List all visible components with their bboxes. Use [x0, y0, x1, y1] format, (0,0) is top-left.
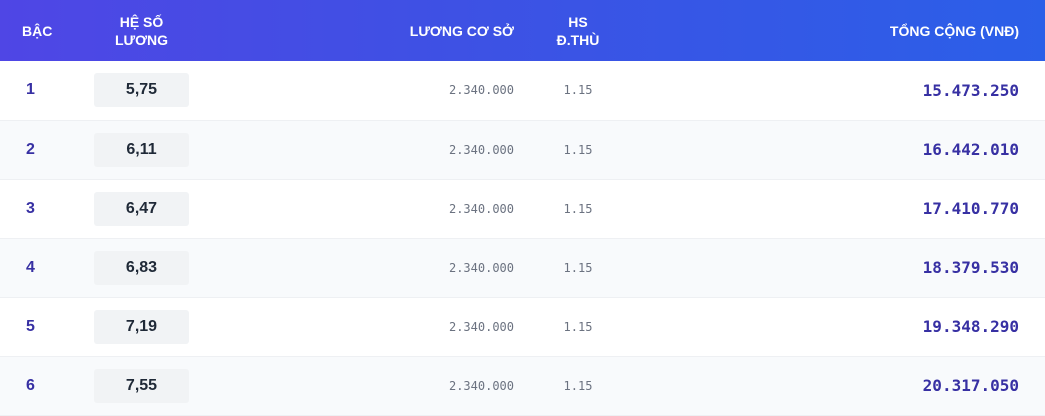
table-row: 3 6,47 2.340.000 1.15 17.410.770 [0, 179, 1045, 238]
header-coefficient-line1: HỆ SỐ [119, 13, 164, 30]
table-header: BẬC HỆ SỐ LƯƠNG LƯƠNG CƠ SỞ HS Đ.THÙ TỔN… [0, 0, 1045, 61]
special-coefficient-cell: 1.15 [563, 142, 593, 157]
total-cell: 19.348.290 [922, 317, 1019, 336]
special-coefficient-cell: 1.15 [563, 260, 593, 275]
base-salary-cell: 2.340.000 [448, 378, 514, 393]
level-cell: 1 [26, 81, 35, 99]
header-total: TỔNG CỘNG (VNĐ) [889, 22, 1019, 39]
special-coefficient-cell: 1.15 [563, 83, 593, 98]
level-cell: 5 [26, 317, 35, 335]
coefficient-value: 5,75 [94, 73, 189, 108]
base-salary-cell: 2.340.000 [448, 260, 514, 275]
total-cell: 16.442.010 [922, 140, 1019, 159]
level-cell: 6 [26, 376, 35, 394]
base-salary-cell: 2.340.000 [448, 142, 514, 157]
table-row: 2 6,11 2.340.000 1.15 16.442.010 [0, 120, 1045, 179]
coefficient-value: 6,47 [94, 191, 189, 226]
level-cell: 4 [26, 258, 35, 276]
table-row: 5 7,19 2.340.000 1.15 19.348.290 [0, 297, 1045, 356]
coefficient-value: 6,83 [94, 250, 189, 285]
total-cell: 15.473.250 [922, 80, 1019, 100]
header-level: BẬC [22, 22, 53, 39]
total-cell: 20.317.050 [922, 376, 1019, 395]
table-row: 6 7,55 2.340.000 1.15 20.317.050 [0, 356, 1045, 415]
header-coefficient-line2: LƯƠNG [114, 31, 169, 48]
base-salary-cell: 2.340.000 [448, 201, 514, 216]
base-salary-cell: 2.340.000 [448, 83, 514, 98]
header-special-line2: Đ.THÙ [556, 31, 600, 48]
coefficient-value: 6,11 [94, 132, 189, 167]
base-salary-cell: 2.340.000 [448, 319, 514, 334]
header-special-coefficient: HS Đ.THÙ [514, 0, 642, 61]
special-coefficient-cell: 1.15 [563, 201, 593, 216]
special-coefficient-cell: 1.15 [563, 319, 593, 334]
header-base-salary: LƯƠNG CƠ SỞ [409, 22, 514, 39]
table-body: 1 5,75 2.340.000 1.15 15.473.250 2 6,11 2.340.0… [0, 61, 1045, 415]
total-cell: 18.379.530 [922, 258, 1019, 277]
header-special-line1: HS [568, 13, 588, 30]
level-cell: 2 [26, 140, 35, 158]
table-row: 1 5,75 2.340.000 1.15 15.473.250 [0, 61, 1045, 120]
header-coefficient: HỆ SỐ LƯƠNG [94, 0, 234, 61]
level-cell: 3 [26, 199, 35, 217]
table-row: 4 6,83 2.340.000 1.15 18.379.530 [0, 238, 1045, 297]
coefficient-value: 7,19 [94, 309, 189, 344]
total-cell: 17.410.770 [922, 199, 1019, 218]
coefficient-value: 7,55 [94, 368, 189, 403]
special-coefficient-cell: 1.15 [563, 378, 593, 393]
